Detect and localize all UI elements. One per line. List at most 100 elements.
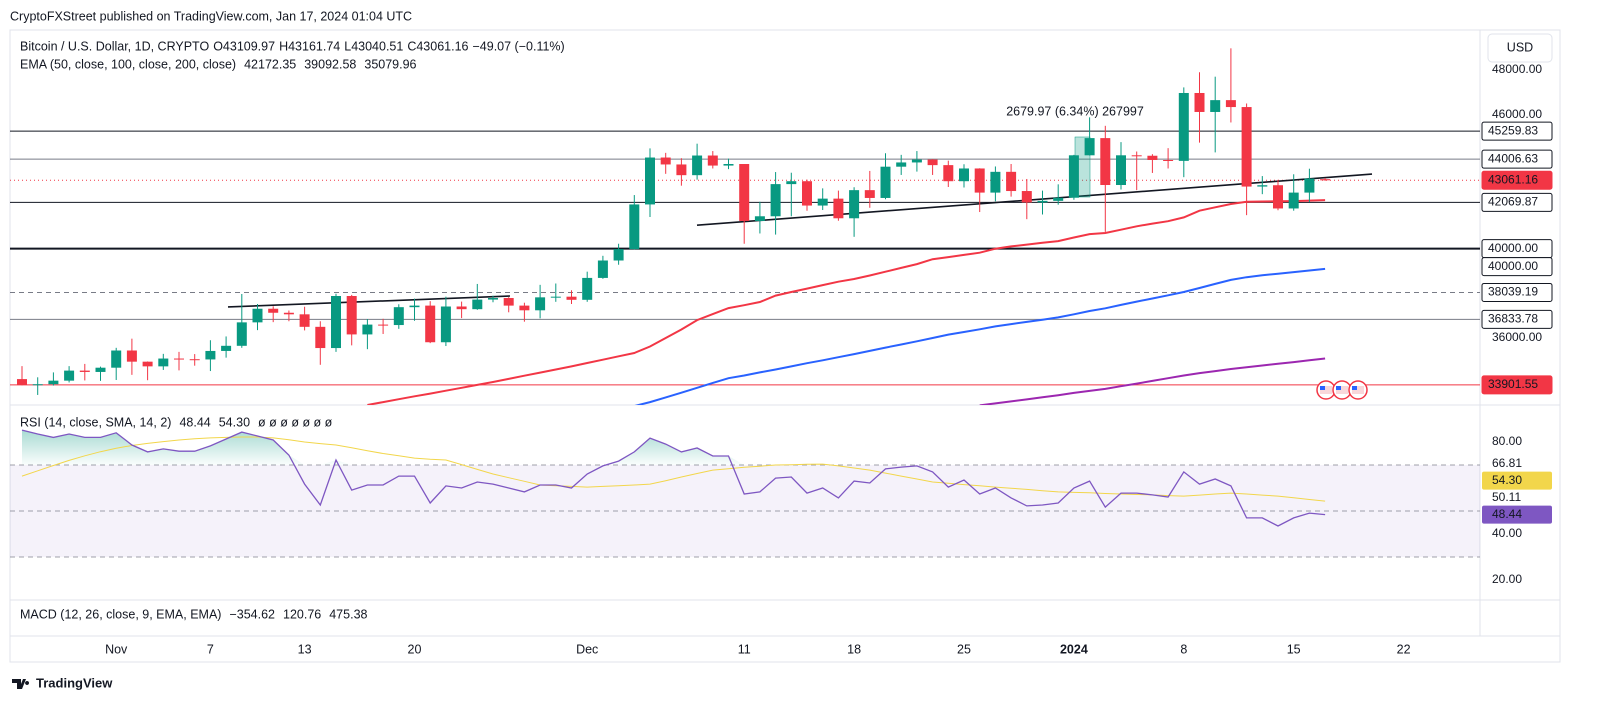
candle-body — [802, 181, 812, 206]
ema-value: 35079.96 — [364, 57, 416, 71]
ohlc-value: 43109.97 — [223, 39, 275, 53]
price-change: −49.07 (−0.11%) — [473, 39, 565, 53]
macd-title: MACD (12, 26, close, 9, EMA, EMA) — [20, 607, 221, 621]
candle-body — [205, 350, 216, 360]
ohlc-value: 43061.16 — [416, 39, 468, 53]
candle-body — [770, 184, 781, 217]
candle-body — [833, 198, 844, 219]
candle-body — [566, 296, 577, 300]
currency-button[interactable] — [1487, 33, 1553, 63]
rsi-value-label: 54.30 — [1492, 473, 1522, 487]
x-tick-label: 8 — [1180, 642, 1187, 656]
level-label-box — [1481, 170, 1553, 190]
candle-body — [692, 155, 703, 176]
candle-body — [1178, 92, 1189, 161]
x-tick-label: 18 — [847, 642, 861, 656]
candle-body — [1273, 185, 1283, 209]
candle-body — [299, 314, 310, 327]
candle-body — [488, 298, 498, 300]
event-flag — [1332, 380, 1352, 400]
rsi-value-box — [1482, 471, 1552, 490]
candle-body — [456, 306, 467, 310]
candle-body — [676, 164, 687, 176]
candle-body — [739, 164, 750, 221]
candle-body — [142, 361, 153, 367]
candle-body — [189, 359, 200, 361]
level-label: 42069.87 — [1488, 195, 1538, 209]
rsi-title: RSI (14, close, SMA, 14, 2) — [20, 415, 171, 429]
publish-note: CryptoFXStreet published on TradingView.… — [10, 9, 412, 23]
candle-body — [1320, 179, 1331, 181]
currency-label[interactable]: USD — [1507, 40, 1533, 54]
candle-body — [1147, 155, 1158, 160]
trendline — [696, 173, 1373, 227]
candle-body — [503, 298, 514, 306]
candle-body — [817, 198, 828, 206]
candle-body — [1053, 197, 1064, 201]
candle-body — [660, 157, 671, 165]
candle-body — [1194, 92, 1205, 112]
candle-body — [32, 384, 43, 386]
candle-body — [535, 297, 546, 311]
ohlc-label: L — [344, 39, 351, 53]
level-label: 40000.00 — [1488, 241, 1538, 255]
candle-body — [252, 308, 263, 323]
ohlc-label: C — [407, 39, 416, 53]
y-tick-label: 50.11 — [1492, 490, 1521, 504]
candle-body — [174, 358, 184, 360]
candle-body — [645, 157, 655, 205]
level-label-box — [1481, 282, 1553, 302]
candle-body — [126, 350, 137, 362]
rsi-empty-values: ø ø ø ø ø ø ø — [258, 415, 333, 429]
candle-body — [111, 350, 122, 368]
candle-body — [550, 296, 561, 298]
x-tick-label: 13 — [298, 642, 312, 656]
candle-body — [613, 249, 624, 261]
candle-body — [990, 171, 1001, 193]
candle-body — [959, 168, 969, 182]
event-flag — [1348, 380, 1368, 400]
overlay: Nov 7 13 20 Dec 11 18 25 2024 8 15 22 2679.97 (6.34%… — [20, 39, 1553, 656]
rsi-value-box — [1482, 505, 1552, 524]
candle-body — [1288, 192, 1299, 209]
level-label: 40000.00 — [1488, 259, 1538, 273]
x-tick-label: 22 — [1397, 642, 1411, 656]
y-tick-label: 36000.00 — [1492, 330, 1542, 344]
x-tick-label: 15 — [1287, 642, 1301, 656]
candle-body — [1116, 155, 1126, 186]
candle-body — [707, 155, 718, 166]
chart-frame — [9, 29, 1561, 663]
indicator-line — [979, 357, 1326, 405]
macd-value: −354.62 — [229, 607, 275, 621]
candle-body — [1257, 185, 1268, 187]
x-tick-label: 25 — [957, 642, 971, 656]
price-pane — [10, 48, 1480, 405]
level-label-box — [1481, 257, 1553, 277]
level-label: 45259.83 — [1488, 123, 1538, 137]
candle-body — [409, 305, 420, 308]
level-label: 38039.19 — [1488, 285, 1538, 299]
candle-body — [1100, 138, 1111, 186]
level-label-box — [1481, 192, 1553, 212]
ohlc-value: 43040.51 — [351, 39, 403, 53]
candle-body — [1241, 107, 1252, 187]
x-tick-label: 2024 — [1060, 642, 1088, 656]
candle-body — [1021, 191, 1032, 203]
candle-body — [440, 306, 451, 343]
candle-body — [629, 204, 640, 250]
ohlc-value: 43161.74 — [288, 39, 340, 53]
y-tick-label: 20.00 — [1492, 572, 1522, 586]
candle-body — [79, 370, 90, 372]
rsi-pane — [10, 429, 1480, 558]
candle-body — [849, 190, 860, 219]
candle-body — [786, 181, 797, 185]
x-tick-label: 20 — [408, 642, 422, 656]
candle-body — [1006, 171, 1017, 192]
y-tick-label: 40.00 — [1492, 526, 1522, 540]
candle-body — [17, 379, 27, 385]
candle-body — [927, 159, 938, 166]
overlay-title: EMA (50, close, 100, close, 200, close) — [20, 57, 236, 71]
candle-body — [236, 322, 247, 346]
candle-body — [95, 367, 106, 372]
